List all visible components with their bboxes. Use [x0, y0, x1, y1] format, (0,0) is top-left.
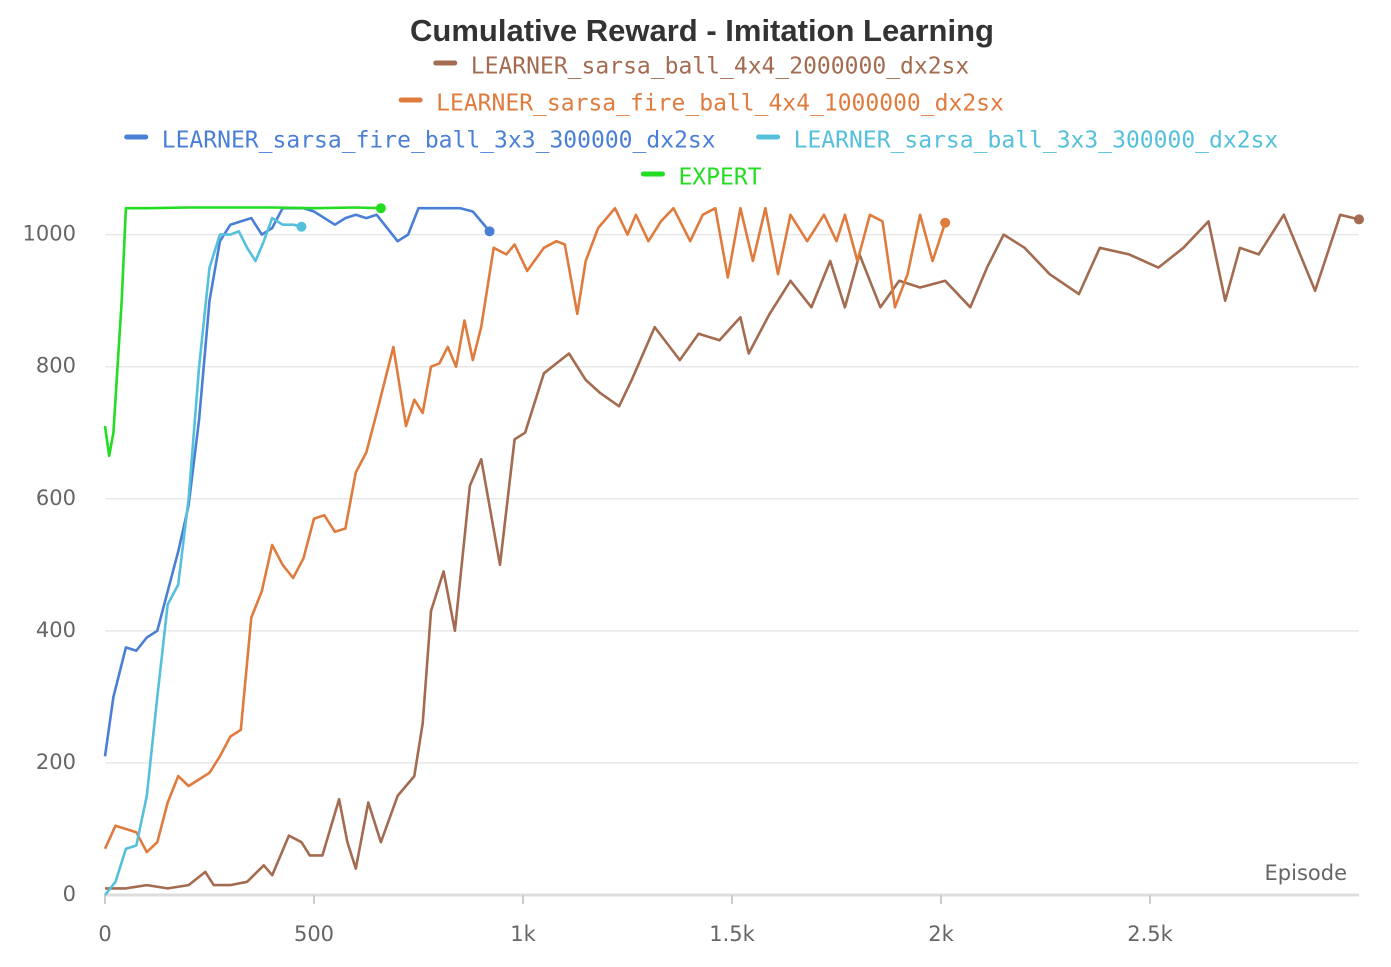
- end-point: [484, 226, 495, 237]
- y-tick-label: 1000: [23, 222, 76, 246]
- end-point: [1354, 214, 1364, 225]
- end-point: [296, 221, 307, 232]
- end-point: [375, 203, 386, 214]
- y-tick-label: 800: [36, 354, 76, 378]
- y-tick-label: 0: [63, 882, 76, 906]
- chart-title: Cumulative Reward - Imitation Learning: [410, 13, 994, 48]
- y-tick-label: 400: [36, 618, 76, 642]
- series-line: [103, 206, 947, 854]
- series-line: [103, 216, 302, 896]
- y-tick-label: 600: [36, 486, 76, 510]
- legend-label: LEARNER_sarsa_fire_ball_3x3_300000_dx2sx: [162, 128, 716, 154]
- legend-label: EXPERT: [678, 165, 761, 191]
- legend-label: LEARNER_sarsa_ball_3x3_300000_dx2sx: [794, 128, 1279, 154]
- x-tick-label: 2k: [928, 922, 954, 946]
- x-tick-label: 1.5k: [709, 922, 755, 946]
- x-axis-label: Episode: [1265, 861, 1347, 885]
- x-tick-label: 1k: [510, 922, 536, 946]
- series-line: [103, 206, 381, 458]
- end-point: [940, 217, 951, 228]
- series-line: [105, 213, 1360, 890]
- x-tick-label: 500: [294, 922, 334, 946]
- legend-label: LEARNER_sarsa_fire_ball_4x4_1000000_dx2s…: [436, 91, 1004, 117]
- x-tick-label: 2.5k: [1127, 922, 1173, 946]
- legend-label: LEARNER_sarsa_ball_4x4_2000000_dx2sx: [471, 54, 970, 80]
- y-tick-label: 200: [36, 750, 76, 774]
- series-line: [103, 206, 491, 757]
- x-tick-label: 0: [98, 922, 111, 946]
